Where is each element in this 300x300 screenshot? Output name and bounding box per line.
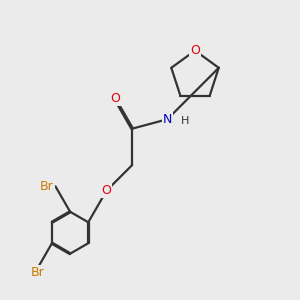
- Text: Br: Br: [40, 180, 54, 193]
- Text: O: O: [101, 184, 111, 197]
- Text: O: O: [110, 92, 120, 105]
- Text: N: N: [163, 113, 172, 126]
- Text: H: H: [181, 116, 190, 126]
- Text: Br: Br: [30, 266, 44, 279]
- Text: O: O: [190, 44, 200, 57]
